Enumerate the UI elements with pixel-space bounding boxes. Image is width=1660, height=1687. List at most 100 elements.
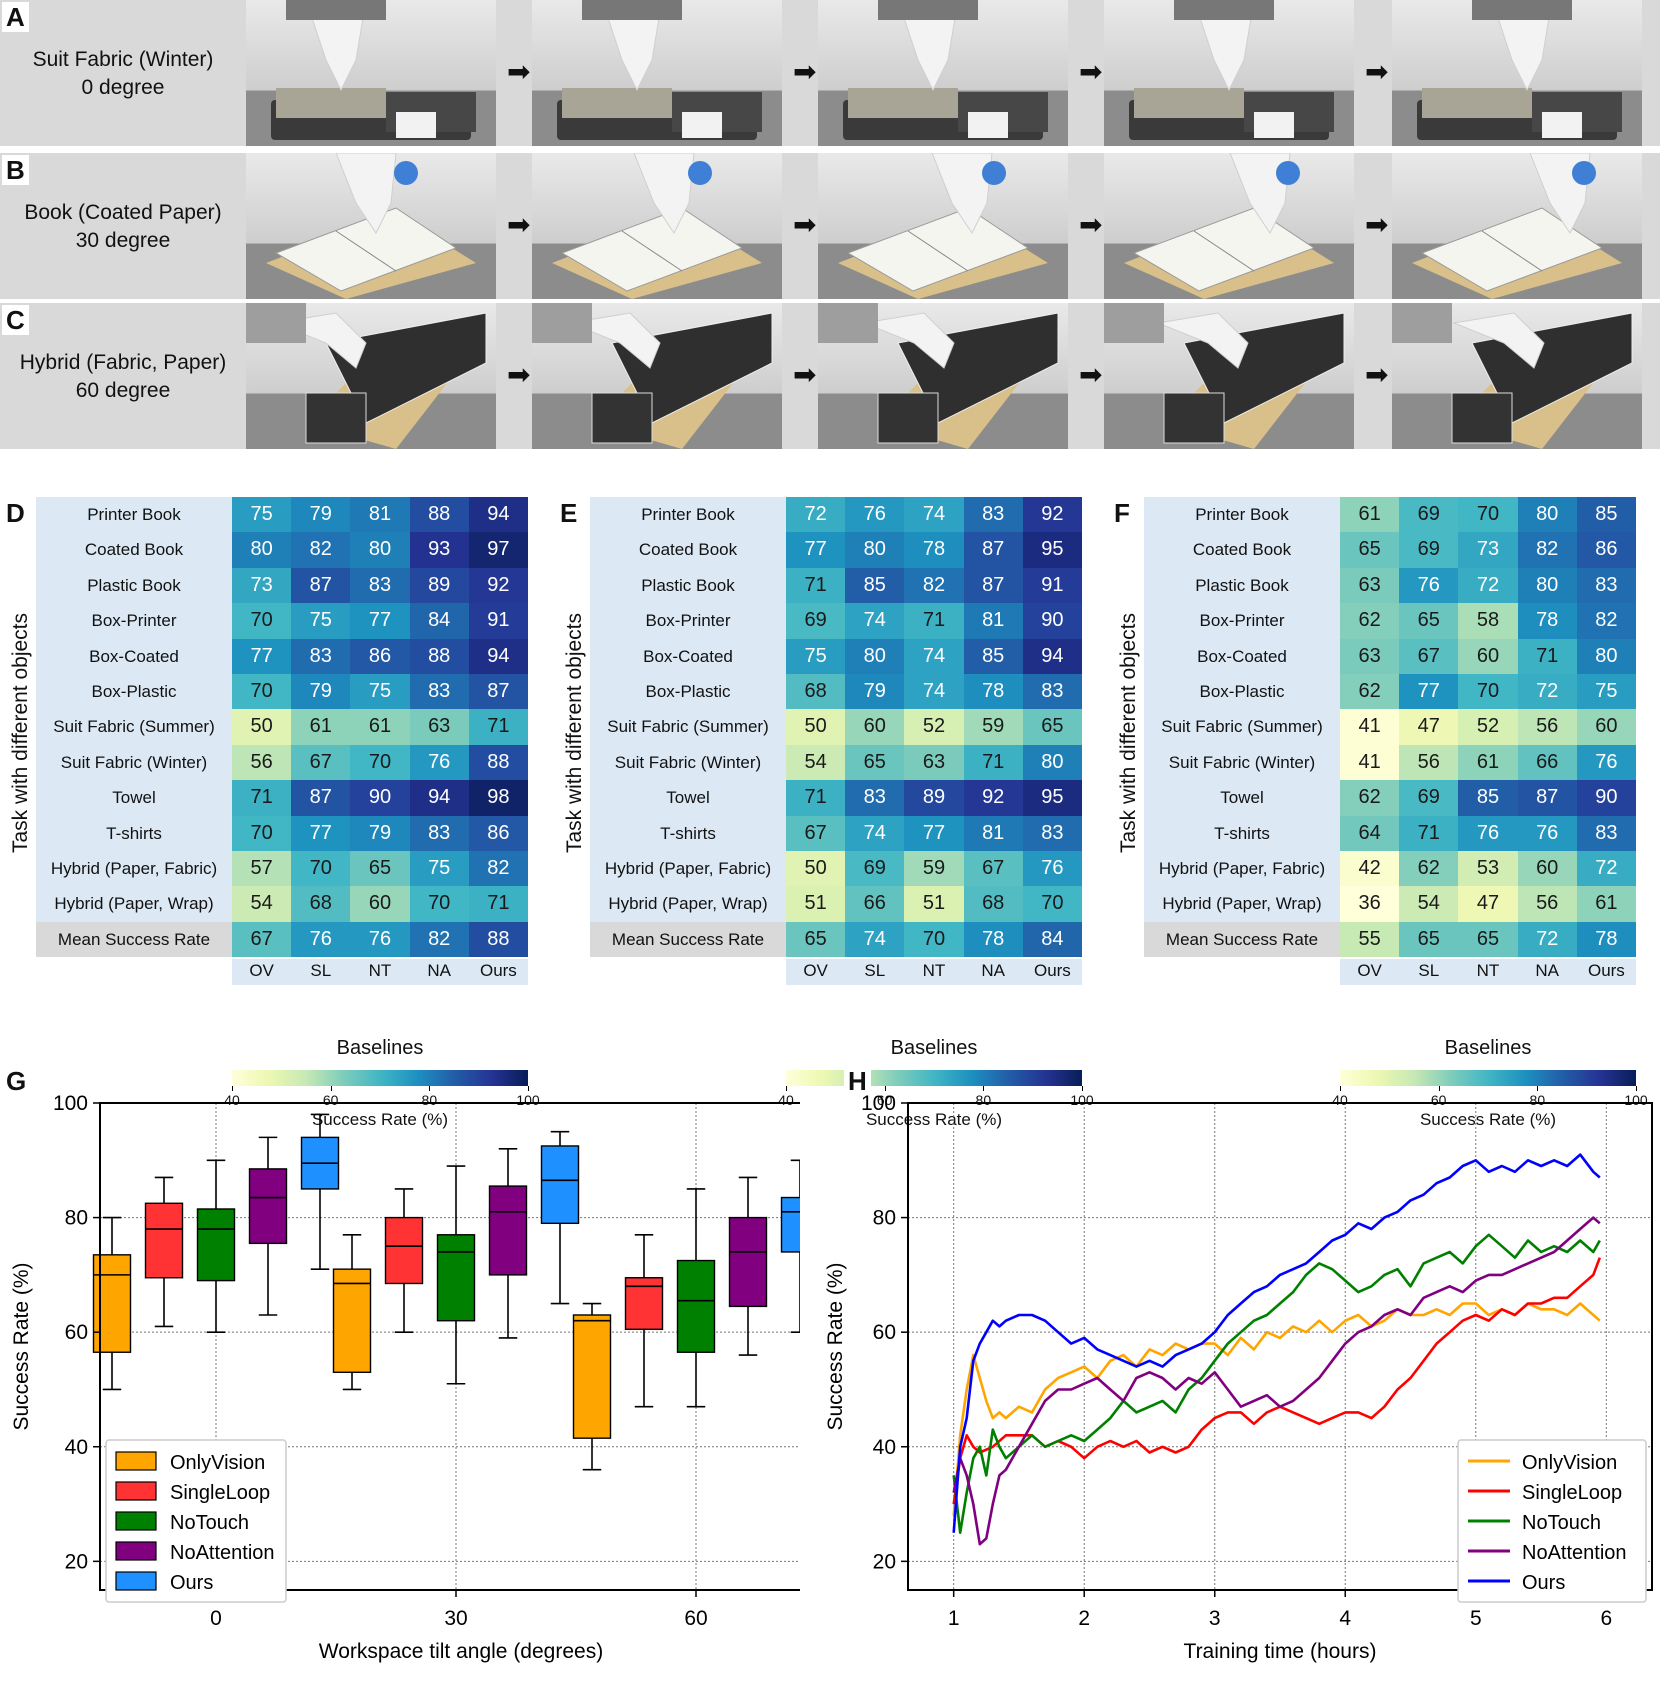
legend-swatch [115,1571,157,1591]
heatmap-cell: 41 [1340,744,1400,781]
heatmap-row-label: Plastic Book [87,575,181,595]
heatmap-cell: 73 [1458,532,1518,568]
sequence-frame [246,303,496,449]
heatmap-cell: 74 [845,603,905,639]
heatmap-cell: 89 [904,780,964,816]
heatmap-cell: 76 [1517,815,1577,851]
heatmap-row-label: Hybrid (Paper, Fabric) [1158,859,1326,878]
legend-label: NoTouch [170,1512,249,1534]
heatmap-cell: 91 [468,603,528,639]
heatmap-cell: 65 [845,744,905,781]
heatmap-column-label: Ours [1587,961,1625,981]
box-body [540,1145,580,1225]
heatmap-cell: 80 [350,532,410,568]
heatmap-column-label: SL [1418,961,1440,981]
sequence-arrow-icon: ➡ [507,209,531,240]
heatmap-row-label: Coated Book [638,540,738,560]
box-notouch [196,1159,236,1333]
heatmap-x-axis-label: Baselines [890,1037,978,1059]
heatmap-cell: 50 [786,709,846,745]
heatmap-cell: 87 [1517,780,1577,816]
heatmap-cell: 88 [409,497,469,533]
line-ours [952,1153,1601,1533]
heatmap-cell: 59 [904,851,964,887]
heatmap-cell: 67 [963,851,1023,887]
heatmap-cell: 82 [904,567,964,604]
heatmap-cell: 62 [1340,780,1400,816]
heatmap-cell: 95 [1022,780,1082,816]
heatmap-cell: 94 [1022,638,1082,674]
heatmap-cell: 85 [845,567,905,604]
heatmap-cell: 92 [963,780,1023,816]
colorbar-title: Success Rate (%) [1419,1110,1557,1129]
colorbar-tick-mark [884,1086,886,1091]
heatmap-column-label: NA [427,961,451,981]
sequence-arrow-icon: ➡ [793,56,817,87]
colorbar-tick-mark [232,1086,233,1091]
sequence-arrow-icon: ➡ [1365,209,1389,240]
y-tick-label: 20 [65,1550,88,1573]
boxplot-chart: 20 40 60 80 100 0 30 60 Workspace tilt angle (de… [10,1092,800,1663]
heatmap-row-label: Plastic Book [1195,575,1289,595]
heatmap-cell: 81 [963,815,1023,851]
x-tick-label: 2 [1078,1607,1090,1630]
heatmap-row-label: Box-Plastic [645,682,731,701]
heatmap-cell: 69 [786,603,846,639]
sequence-row-title: Book (Coated Paper) [24,201,222,224]
heatmap-row-label: T-shirts [660,823,716,843]
heatmap-cell: 83 [845,780,905,816]
sequence-frame [1104,0,1354,146]
heatmap-cell: 61 [291,709,351,745]
legend-swatch [115,1541,157,1561]
x-tick-label: 1 [948,1607,960,1630]
heatmap-row-label: T-shirts [106,823,162,843]
heatmap-row-label: Suit Fabric (Summer) [607,717,769,737]
heatmap-column-label: Ours [479,961,517,981]
heatmap-cell: 80 [232,532,292,568]
box-body [196,1208,236,1282]
heatmap-row-label: Printer Book [1195,505,1289,524]
heatmap-cell: 83 [1022,815,1082,851]
heatmap-cell: 63 [409,709,469,745]
heatmap-row-label: Suit Fabric (Summer) [53,717,215,737]
heatmap-cell: 67 [291,744,351,781]
sequence-row-title: Suit Fabric (Winter) [32,48,214,71]
heatmap-cell: 62 [1399,851,1459,887]
x-axis-label: Training time (hours) [1184,1640,1377,1663]
heatmap-cell: 77 [350,603,410,639]
panel-label-c: C [2,305,29,335]
heatmap-row-label: Box-Printer [1199,611,1285,631]
heatmap-x-axis-label: Baselines [336,1037,424,1059]
plot-frame [99,1102,800,1591]
colorbar-tick-mark [786,1086,787,1091]
heatmap-cell: 81 [963,603,1023,639]
x-tick-label: 3 [1209,1607,1221,1630]
heatmap-cell: 79 [845,674,905,710]
heatmap-x-axis-label: Baselines [1444,1037,1532,1059]
heatmap-cell: 52 [1458,709,1518,745]
colorbar-tick-mark [1082,1086,1083,1091]
x-tick-label: 30 [444,1607,467,1630]
heatmap-cell: 36 [1340,886,1400,922]
heatmap-cell: 75 [409,851,469,887]
line-noattention [952,1216,1601,1546]
heatmap-cell: 75 [291,603,351,639]
heatmap-cell: 97 [468,532,528,568]
colorbar-title: Success Rate (%) [311,1110,449,1129]
heatmap-cell: 80 [1576,638,1636,674]
box-onlyvision [332,1233,372,1391]
heatmap-cell: 82 [1517,532,1577,568]
box-ours [300,1113,340,1270]
legend-label: NoTouch [1522,1512,1601,1534]
heatmap-cell: 64 [1340,815,1400,851]
box-body [144,1202,184,1279]
heatmap-row-label: Coated Book [1192,540,1292,560]
heatmap-cell: 78 [904,532,964,568]
heatmap-row-label: Box-Coated [89,646,179,666]
panel-label-b: B [2,155,29,185]
y-tick-label: 60 [65,1321,88,1344]
sequence-frame [818,0,1068,146]
heatmap-cell: 78 [1576,921,1636,958]
heatmap-cell: 83 [1576,815,1636,851]
box-noattention [248,1136,288,1316]
